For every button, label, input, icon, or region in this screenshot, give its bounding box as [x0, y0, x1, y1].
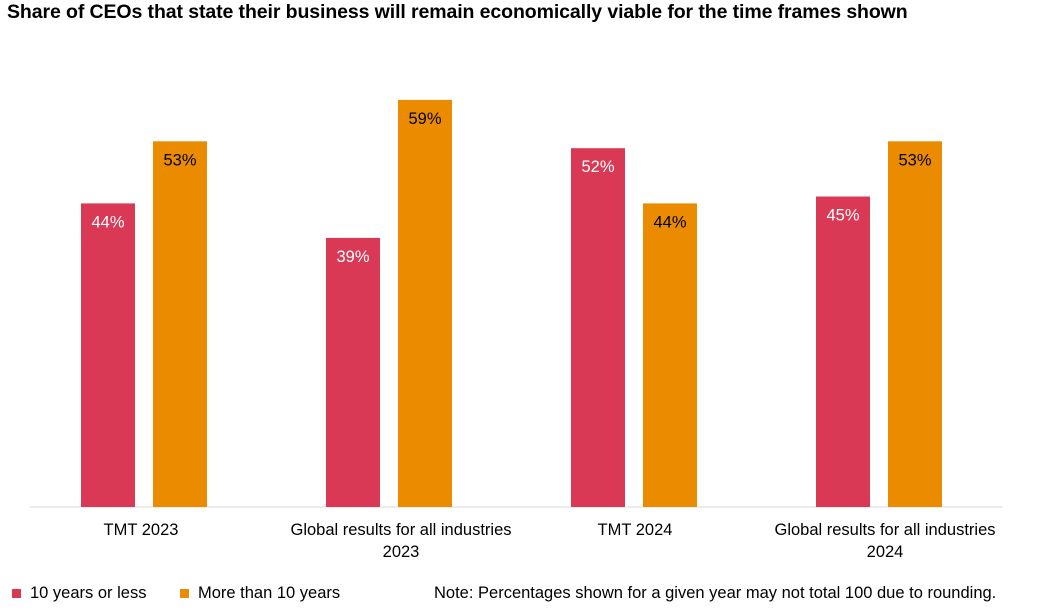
legend-swatch-red: [12, 589, 21, 598]
bar-red-2: [571, 148, 625, 507]
category-label-tmt-2023: TMT 2023: [103, 521, 179, 539]
chart-title: Share of CEOs that state their business …: [7, 1, 908, 23]
category-label-global-2023: Global results for all industries 2023: [290, 521, 512, 561]
legend-label: 10 years or less: [30, 584, 147, 602]
bar-orange-3: [888, 141, 942, 508]
category-label-tmt-2024: TMT 2024: [597, 521, 673, 539]
data-label-red-3: 45%: [826, 207, 859, 225]
category-label-global-2024: Global results for all industries 2024: [774, 521, 996, 561]
data-label-orange-0: 53%: [163, 151, 196, 169]
bar-red-0: [81, 203, 135, 507]
data-label-orange-3: 53%: [898, 151, 931, 169]
bar-orange-1: [398, 99, 452, 508]
legend-label: More than 10 years: [198, 584, 341, 602]
bar-red-1: [326, 237, 380, 507]
data-label-orange-1: 59%: [408, 110, 441, 128]
bar-orange-0: [153, 141, 207, 508]
legend-item-more-than-10-years: More than 10 years: [180, 584, 340, 603]
bar-orange-2: [643, 203, 697, 507]
legend-item-10-years-or-less: 10 years or less: [12, 584, 146, 603]
legend-swatch-orange: [180, 589, 189, 598]
data-label-orange-2: 44%: [653, 213, 686, 231]
bar-red-3: [816, 196, 870, 507]
data-label-red-2: 52%: [581, 158, 614, 176]
data-label-red-0: 44%: [91, 213, 124, 231]
data-label-red-1: 39%: [336, 248, 369, 266]
footnote: Note: Percentages shown for a given year…: [434, 584, 997, 602]
